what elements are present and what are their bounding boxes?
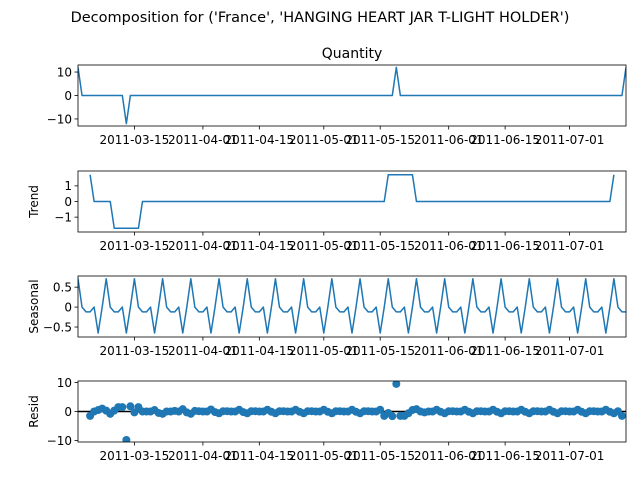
plot-area [78,381,626,442]
axes-frame [77,64,627,127]
resid-point [122,435,131,442]
x-tick-label: 2011-06-01 [414,449,484,463]
series-line [78,278,626,334]
x-tick-label: 2011-05-15 [345,239,415,253]
y-tick-label: 10 [57,65,72,79]
x-tick-label: 2011-06-15 [470,449,540,463]
plot-area [78,66,626,125]
figure-title: Decomposition for ('France', 'HANGING HE… [71,10,570,26]
resid-point [617,411,626,420]
y-tick-label: −10 [47,434,72,448]
x-tick-label: 2011-06-01 [414,133,484,147]
x-tick-label: 2011-03-15 [100,449,170,463]
y-tick-label: −0.5 [43,320,72,334]
y-tick-label: −1 [54,210,72,224]
resid-point [376,405,385,414]
y-tick-label: 10 [57,376,72,390]
panel-resid: Resid −10 0 10 2011-03-152011-04-012011-04-1… [27,376,627,463]
x-tick-label: 2011-04-15 [224,449,294,463]
x-tick-label: 2011-03-15 [100,344,170,358]
x-tick-label: 2011-04-01 [168,133,238,147]
panel-observed: Quantity−100102011-03-152011-04-012011-0… [47,46,627,147]
x-tick-label: 2011-07-01 [535,239,605,253]
x-tick-label: 2011-05-15 [345,133,415,147]
x-tick-label: 2011-05-15 [345,344,415,358]
axes-frame [77,170,627,233]
x-tick-label: 2011-03-15 [100,239,170,253]
panel-seasonal: Seasonal −0.500.52011-03-152011-04-012011… [27,275,627,358]
x-tick-label: 2011-06-01 [414,344,484,358]
panels: Quantity−100102011-03-152011-04-012011-0… [27,46,627,463]
resid-point [126,402,135,411]
plot-area [89,174,615,229]
y-tick-label: 1 [64,179,72,193]
y-axis-label: Seasonal [27,279,41,333]
axes-frame [77,380,627,443]
x-tick-label: 2011-05-01 [289,344,359,358]
y-tick-label: 0.5 [53,280,72,294]
x-tick-label: 2011-04-01 [168,239,238,253]
x-tick-label: 2011-06-15 [470,344,540,358]
axes-frame [77,275,627,338]
series-line [89,174,615,229]
resid-point [388,412,397,421]
y-tick-label: 0 [64,195,72,209]
plot-area [78,278,626,334]
x-tick-label: 2011-04-01 [168,449,238,463]
x-tick-label: 2011-06-15 [470,133,540,147]
y-tick-label: −10 [47,112,72,126]
y-axis-label: Resid [27,395,41,427]
x-tick-label: 2011-05-01 [289,133,359,147]
x-tick-label: 2011-07-01 [535,133,605,147]
x-tick-label: 2011-07-01 [535,449,605,463]
x-tick-label: 2011-04-15 [224,239,294,253]
y-tick-label: 0 [64,405,72,419]
y-axis-label: Trend [27,185,41,219]
panel-trend: Trend −1012011-03-152011-04-012011-04-152… [27,170,627,253]
y-tick-label: 0 [64,300,72,314]
x-tick-label: 2011-06-15 [470,239,540,253]
x-tick-label: 2011-03-15 [100,133,170,147]
series-line [78,66,626,125]
x-tick-label: 2011-06-01 [414,239,484,253]
panel-title: Quantity [322,46,383,62]
x-tick-label: 2011-05-01 [289,449,359,463]
x-tick-label: 2011-07-01 [535,344,605,358]
x-tick-label: 2011-04-01 [168,344,238,358]
resid-point [392,381,401,388]
x-tick-label: 2011-04-15 [224,133,294,147]
x-tick-label: 2011-05-15 [345,449,415,463]
resid-point [118,403,127,412]
x-tick-label: 2011-04-15 [224,344,294,358]
x-tick-label: 2011-05-01 [289,239,359,253]
y-tick-label: 0 [64,89,72,103]
